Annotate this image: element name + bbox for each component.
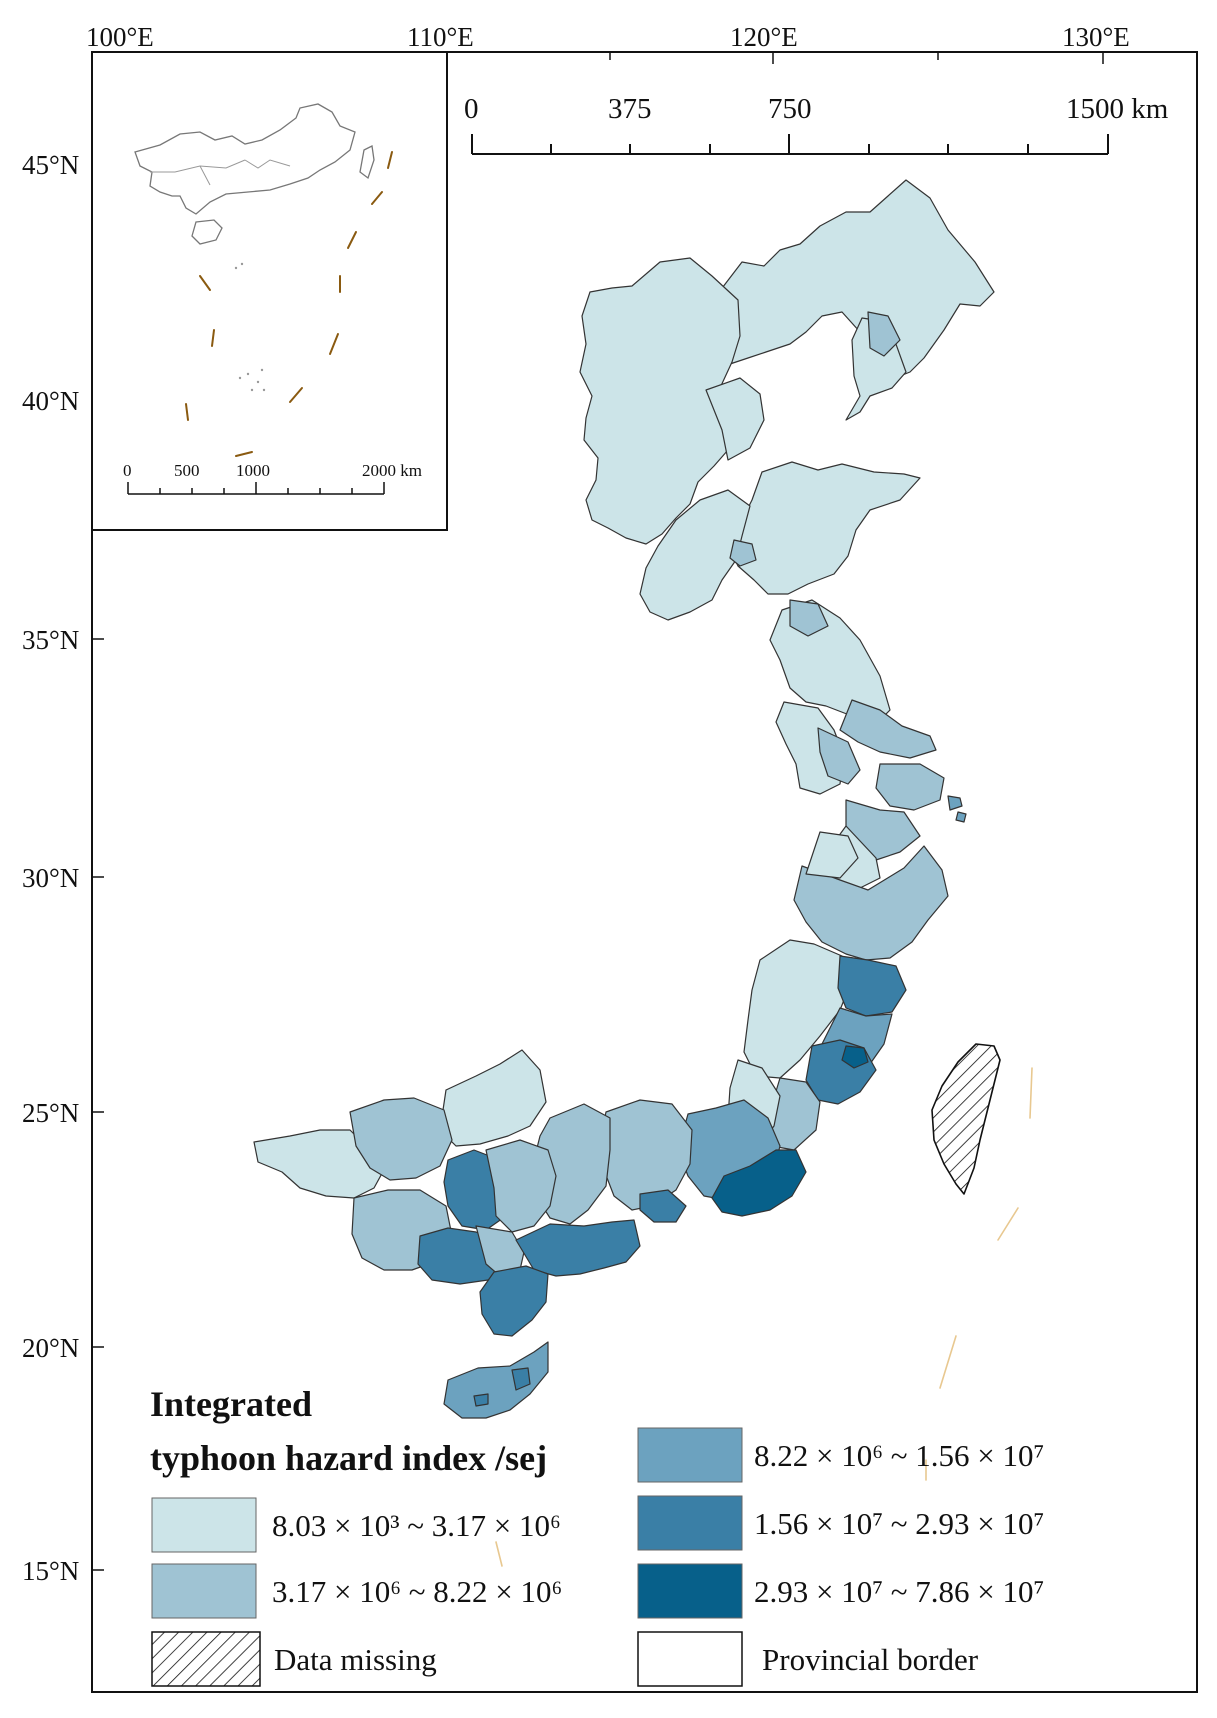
- inset-map: 0 500 1000 2000 km: [91, 51, 448, 531]
- lon-label-110: 110°E: [407, 22, 474, 52]
- lat-label-40: 40°N: [22, 386, 79, 416]
- region-beijing-tianjin: [705, 377, 765, 461]
- legend-swatch-class-4: [637, 1495, 743, 1551]
- region-zhejiang-islands: [947, 795, 967, 823]
- region-liaoning-dark: [867, 311, 901, 357]
- legend: Integrated typhoon hazard index /sej 8.0…: [150, 1384, 1044, 1687]
- inset-scale-label-2000: 2000 km: [362, 461, 422, 480]
- inset-nine-dash-line: [185, 151, 393, 457]
- lat-label-15: 15°N: [22, 1556, 79, 1586]
- region-fujian-mid: [837, 955, 907, 1017]
- legend-label-data-missing: Data missing: [274, 1642, 437, 1677]
- lat-label-25: 25°N: [22, 1098, 79, 1128]
- legend-swatch-class-5: [637, 1563, 743, 1619]
- inset-scale-label-0: 0: [123, 461, 132, 480]
- region-central-north: [639, 489, 751, 621]
- legend-label-class-4: 1.56 × 10⁷ ~ 2.93 × 10⁷: [754, 1506, 1044, 1541]
- legend-label-provincial-border: Provincial border: [762, 1642, 979, 1677]
- legend-label-class-2: 3.17 × 10⁶ ~ 8.22 × 10⁶: [272, 1574, 562, 1609]
- map-frame: [91, 51, 1198, 1693]
- region-shanghai: [875, 763, 945, 811]
- lat-label-30: 30°N: [22, 863, 79, 893]
- inset-hainan: [191, 219, 223, 245]
- legend-label-class-1: 8.03 × 10³ ~ 3.17 × 10⁶: [272, 1508, 561, 1543]
- region-shandong: [727, 461, 921, 595]
- dashed-boundary-segments: [495, 1067, 1033, 1567]
- region-fujian-dark: [805, 1039, 877, 1105]
- region-guangxi-mid: [349, 1097, 453, 1181]
- region-guangxi-center: [485, 1139, 557, 1233]
- coastal-regions: [253, 179, 1001, 1419]
- region-guangdong-sw: [515, 1219, 641, 1277]
- legend-label-class-3: 8.22 × 10⁶ ~ 1.56 × 10⁷: [754, 1438, 1044, 1473]
- lon-label-120: 120°E: [730, 22, 798, 52]
- legend-swatch-data-missing: [151, 1631, 261, 1687]
- lon-label-130: 130°E: [1062, 22, 1130, 52]
- lon-label-100: 100°E: [86, 22, 154, 52]
- region-zhejiang-south: [793, 845, 949, 961]
- inset-taiwan: [359, 145, 375, 180]
- scale-label-750: 750: [768, 93, 812, 125]
- region-fujian-light: [743, 939, 853, 1079]
- legend-label-class-5: 2.93 × 10⁷ ~ 7.86 × 10⁷: [754, 1574, 1044, 1609]
- region-guangxi-west: [253, 1129, 387, 1199]
- legend-swatch-class-2: [151, 1563, 257, 1619]
- inset-islands: [234, 262, 266, 392]
- region-guangdong-pearl: [639, 1189, 687, 1223]
- region-guangxi-north: [439, 1049, 547, 1147]
- legend-title-line2: typhoon hazard index /sej: [150, 1438, 547, 1478]
- scale-label-1500: 1500 km: [1066, 93, 1169, 125]
- inset-scale-label-1000: 1000: [236, 461, 270, 480]
- inset-scale-label-500: 500: [174, 461, 200, 480]
- lat-label-20: 20°N: [22, 1333, 79, 1363]
- region-anhui-dark: [817, 727, 861, 785]
- scale-bar: [471, 134, 1109, 155]
- region-hainan-dark: [473, 1367, 531, 1407]
- legend-swatch-class-3: [637, 1427, 743, 1483]
- region-north-west: [579, 257, 741, 545]
- legend-swatch-provincial-border: [637, 1631, 743, 1687]
- region-taiwan-missing: [931, 1043, 1001, 1195]
- scale-label-375: 375: [608, 93, 652, 125]
- region-leizhou: [479, 1265, 549, 1337]
- inset-china-outline: [134, 103, 356, 215]
- region-jiangsu-east: [839, 699, 937, 759]
- scale-label-0: 0: [464, 93, 479, 125]
- lat-label-45: 45°N: [22, 150, 79, 180]
- region-fujian-xiamen: [841, 1045, 869, 1069]
- legend-swatch-class-1: [151, 1497, 257, 1553]
- inset-scale-bar: [127, 482, 385, 495]
- region-light-middle: [805, 831, 859, 879]
- region-jiangsu-dark: [789, 599, 829, 637]
- lat-label-35: 35°N: [22, 625, 79, 655]
- region-hainan: [443, 1341, 549, 1419]
- region-guangdong-dark: [711, 1149, 807, 1217]
- legend-title-line1: Integrated: [150, 1384, 312, 1424]
- region-small-dark-1: [729, 539, 757, 567]
- region-northeast: [705, 179, 995, 379]
